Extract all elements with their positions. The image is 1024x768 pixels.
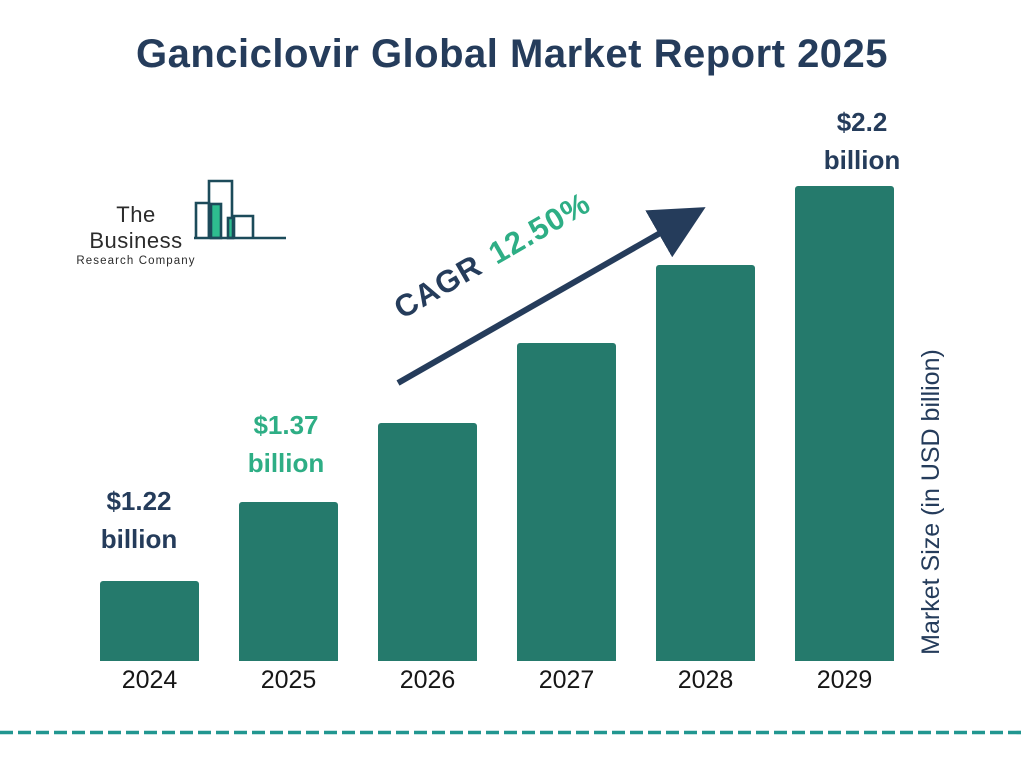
bar-2025 xyxy=(239,502,338,661)
x-axis-label-2029: 2029 xyxy=(816,666,873,694)
chart-column-2027: 2027 xyxy=(517,184,616,696)
bar-chart: 2024 2025 2026 2027 2028 2029 xyxy=(100,184,894,696)
bar-2026 xyxy=(378,423,477,661)
data-label-2025: $1.37 billion xyxy=(211,406,361,482)
chart-column-2028: 2028 xyxy=(656,184,755,696)
data-label-2024-value: $1.22 xyxy=(106,486,172,516)
bar-chart-logo-icon xyxy=(194,176,289,249)
data-label-2029-value: $2.2 xyxy=(836,107,888,137)
chart-column-2026: 2026 xyxy=(378,184,477,696)
chart-column-2029: 2029 xyxy=(795,184,894,696)
data-label-2029: $2.2 billion xyxy=(787,103,937,179)
x-axis-label-2026: 2026 xyxy=(399,666,456,694)
data-label-2029-unit: billion xyxy=(823,145,901,175)
x-axis-label-2027: 2027 xyxy=(538,666,595,694)
bottom-divider-dashed-line xyxy=(0,730,1024,735)
company-name-line2: Research Company xyxy=(76,255,196,267)
growth-trend-arrow-icon xyxy=(396,207,706,386)
bar-2024 xyxy=(100,581,199,661)
bar-2027 xyxy=(517,343,616,661)
data-label-2025-value: $1.37 xyxy=(253,410,319,440)
page-title: Ganciclovir Global Market Report 2025 xyxy=(135,32,889,76)
bar-2028 xyxy=(656,265,755,661)
company-name-line1: The Business xyxy=(89,202,183,253)
company-logo: The Business Research Company xyxy=(72,176,289,267)
chart-column-2025: 2025 xyxy=(239,184,338,696)
data-label-2025-unit: billion xyxy=(247,448,325,478)
chart-column-2024: 2024 xyxy=(100,184,199,696)
x-axis-label-2025: 2025 xyxy=(260,666,317,694)
data-label-2024-unit: billion xyxy=(100,524,178,554)
data-label-2024: $1.22 billion xyxy=(64,482,214,558)
bar-2029 xyxy=(795,186,894,661)
company-logo-text: The Business Research Company xyxy=(72,202,200,267)
x-axis-label-2028: 2028 xyxy=(677,666,734,694)
y-axis-title: Market Size (in USD billion) xyxy=(917,349,945,655)
x-axis-label-2024: 2024 xyxy=(121,666,178,694)
